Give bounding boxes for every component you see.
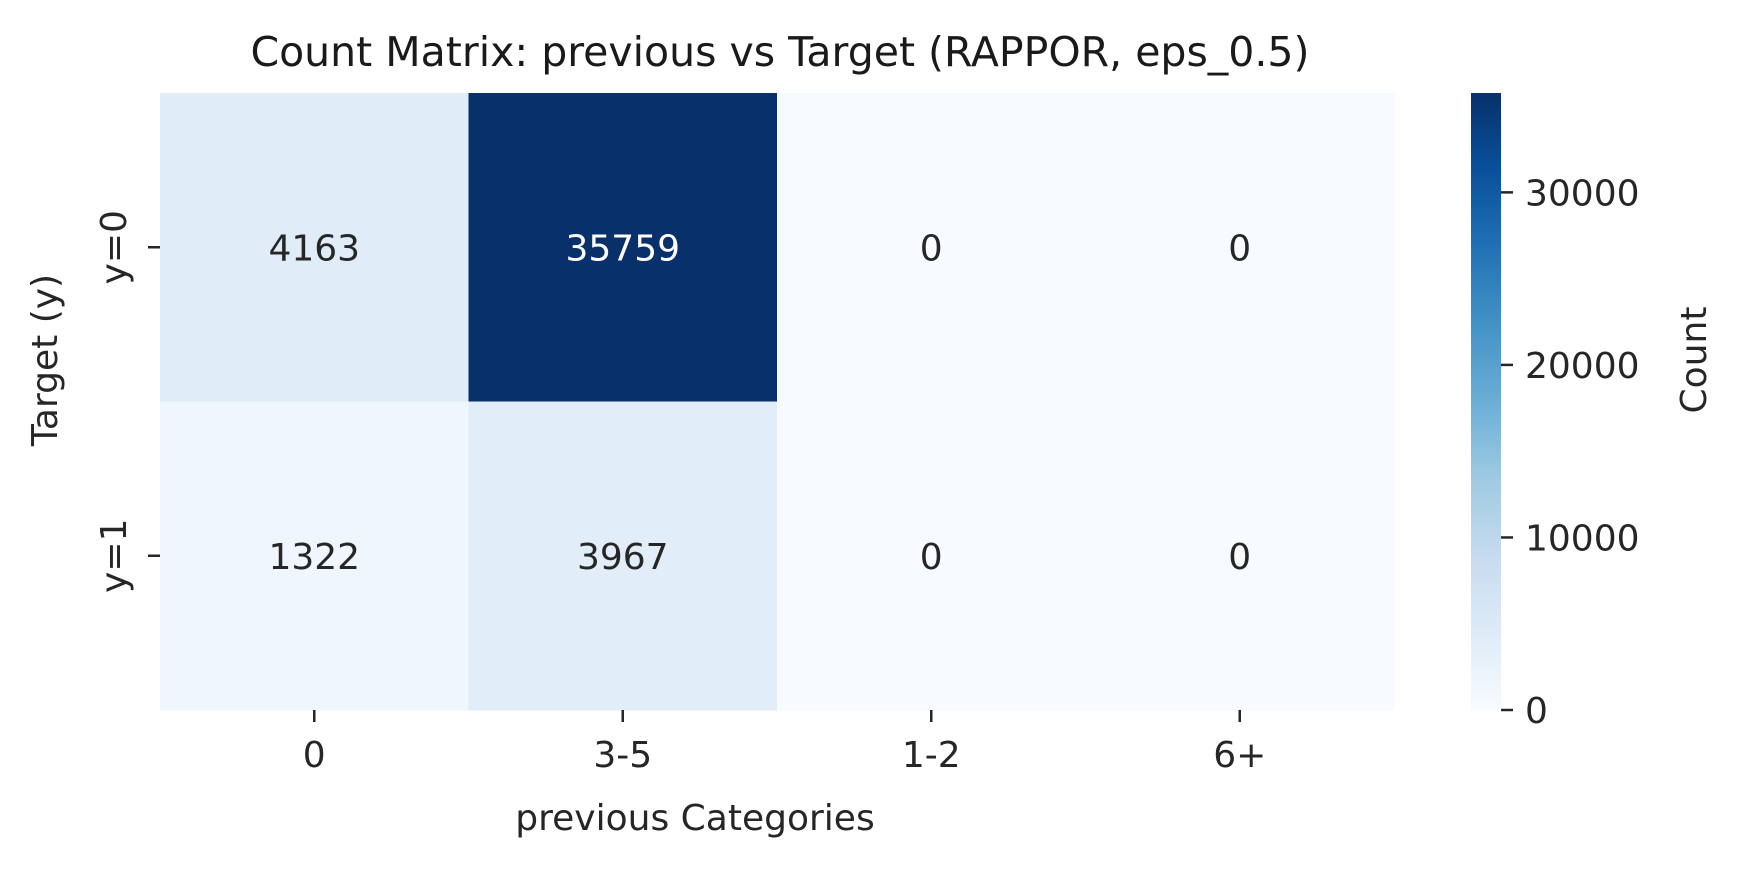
cell-value-label: 4163 — [268, 228, 360, 269]
colorbar-tick-label: 0 — [1525, 691, 1548, 732]
cell-value-label: 1322 — [268, 537, 360, 578]
colorbar-label: Count — [1674, 307, 1715, 414]
heatmap-cell — [777, 401, 1087, 711]
heatmap-cells: 4163 35759 0 0 1322 3967 0 0 — [160, 93, 1395, 711]
heatmap-cell — [160, 401, 470, 711]
heatmap-cell — [468, 93, 778, 403]
y-axis-label: Target (y) — [25, 274, 66, 447]
x-axis: 0 3-5 1-2 6+ — [303, 710, 1266, 776]
x-tick-label: 6+ — [1213, 735, 1266, 776]
heatmap-cell — [468, 401, 778, 711]
cell-value-label: 3967 — [577, 537, 669, 578]
colorbar-tick-label: 10000 — [1525, 518, 1640, 559]
colorbar-tick-label: 30000 — [1525, 173, 1640, 214]
chart-title: Count Matrix: previous vs Target (RAPPOR… — [250, 28, 1309, 76]
heatmap-cell — [1085, 93, 1395, 403]
cell-value-label: 0 — [1228, 537, 1251, 578]
heatmap-cell — [1085, 401, 1395, 711]
y-axis: y=0 y=1 — [94, 210, 160, 593]
heatmap-cell — [777, 93, 1087, 403]
y-tick-label: y=0 — [94, 210, 135, 284]
x-axis-label: previous Categories — [515, 798, 874, 839]
cell-value-label: 0 — [920, 228, 943, 269]
cell-value-label: 0 — [1228, 228, 1251, 269]
heatmap-cell — [160, 93, 470, 403]
x-tick-label: 0 — [303, 735, 326, 776]
x-tick-label: 1-2 — [902, 735, 961, 776]
y-tick-label: y=1 — [94, 519, 135, 593]
cell-value-label: 0 — [920, 537, 943, 578]
x-tick-label: 3-5 — [593, 735, 652, 776]
colorbar: 0 10000 20000 30000 — [1471, 93, 1640, 732]
colorbar-tick-label: 20000 — [1525, 346, 1640, 387]
cell-value-label: 35759 — [565, 228, 680, 269]
colorbar-gradient — [1471, 93, 1501, 710]
